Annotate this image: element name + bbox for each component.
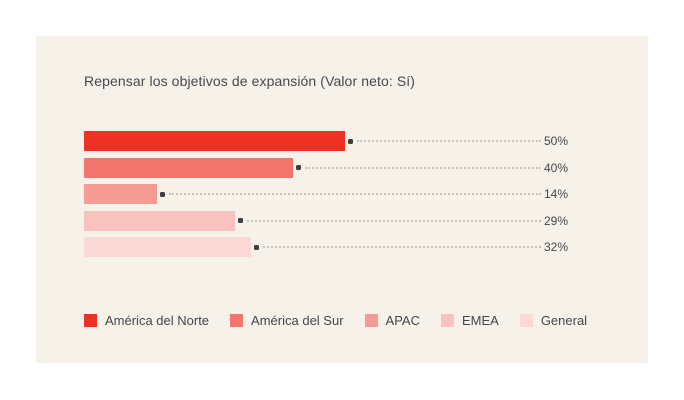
leader-line [169,193,541,195]
leader-line [304,166,541,169]
chart-row: 40% [84,157,574,178]
legend-label: APAC [385,313,420,328]
value-label: 32% [544,240,569,254]
chart-row: 32% [84,237,574,257]
value-label: 29% [544,213,569,228]
legend-swatch [84,314,97,327]
bar-chart: 50% 40% 14% 29% 32% [84,131,574,264]
legend-item-3: EMEA [440,313,499,328]
leader-dot [254,244,260,250]
legend-swatch [230,314,244,327]
chart-row: 50% [84,131,574,151]
value-label: 40% [544,160,569,175]
legend-swatch [440,314,454,327]
legend-item-1: América del Sur [230,313,344,328]
legend: América del Norte América del Sur APAC EMEA… [84,313,587,328]
legend-label: General [540,313,588,328]
chart-row: 29% [84,210,574,231]
legend-item-2: APAC [364,313,420,328]
legend-swatch [364,314,378,327]
legend-swatch [519,314,533,327]
bar-0 [84,131,345,151]
value-label: 14% [544,187,569,201]
leader-line [263,246,541,248]
leader-dot [160,191,166,197]
bar-1 [84,157,293,178]
chart-title: Repensar los objetivos de expansión (Val… [84,73,416,89]
leader-dot [295,165,301,170]
leader-dot [348,138,353,144]
chart-row: 14% [84,184,574,204]
bar-2 [84,184,158,204]
legend-label: EMEA [461,313,499,328]
bar-4 [84,237,252,257]
leader-line [247,219,541,222]
chart-panel: Repensar los objetivos de expansión (Val… [36,36,648,363]
legend-label: América del Norte [105,313,210,328]
leader-dot [238,218,244,223]
legend-item-0: América del Norte [84,313,209,328]
value-label: 50% [544,134,569,148]
leader-line [357,140,541,142]
bar-3 [84,210,236,231]
legend-item-4: General [519,313,588,328]
legend-label: América del Sur [251,313,344,328]
